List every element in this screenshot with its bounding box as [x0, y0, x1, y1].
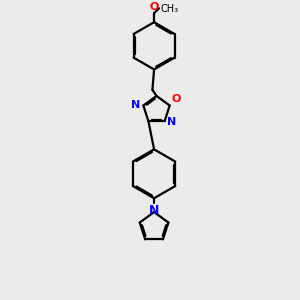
Text: CH₃: CH₃ — [160, 4, 179, 14]
Text: O: O — [149, 2, 159, 12]
Text: N: N — [131, 100, 140, 110]
Text: O: O — [172, 94, 181, 104]
Text: N: N — [149, 204, 159, 218]
Text: N: N — [167, 117, 176, 127]
